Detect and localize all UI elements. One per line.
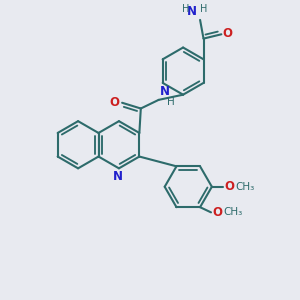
Text: O: O: [212, 206, 222, 219]
Text: H: H: [182, 4, 189, 14]
Text: H: H: [167, 97, 174, 107]
Text: N: N: [160, 85, 170, 98]
Text: N: N: [113, 170, 123, 183]
Text: O: O: [110, 96, 120, 109]
Text: O: O: [224, 180, 234, 193]
Text: O: O: [223, 27, 233, 40]
Text: CH₃: CH₃: [235, 182, 254, 192]
Text: H: H: [200, 4, 207, 14]
Text: CH₃: CH₃: [223, 207, 242, 218]
Text: N: N: [187, 4, 197, 18]
